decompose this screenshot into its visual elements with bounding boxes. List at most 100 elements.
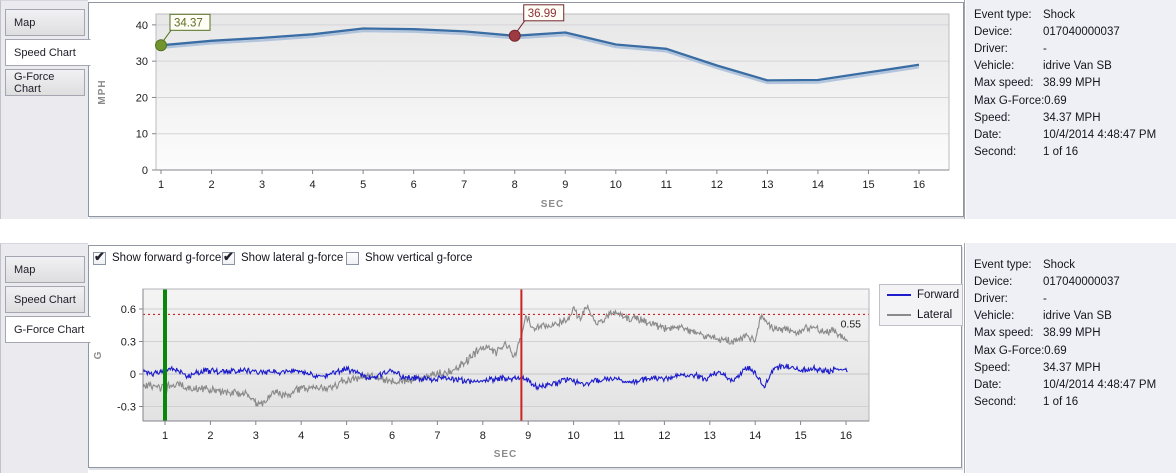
- legend-line-icon: [887, 294, 911, 296]
- svg-text:34.37: 34.37: [174, 17, 203, 29]
- checked-checkbox-icon[interactable]: ✔: [222, 249, 235, 265]
- svg-text:9: 9: [525, 430, 531, 442]
- info-value: 38.99 MPH: [1043, 327, 1101, 340]
- svg-text:14: 14: [749, 430, 761, 442]
- info-row-vehicle: Vehicle: idrive Van SB: [965, 58, 1176, 75]
- speed-panel-tabstrip: Map Speed Chart G-Force Chart: [0, 0, 91, 219]
- speed-chart[interactable]: 0 10 20 30 40 1 2 3 4 5 6 7 8 9 10 11 12 13 14 15 16 MPH SEC 34…: [88, 2, 964, 217]
- info-value: 10/4/2014 4:48:47 PM: [1043, 378, 1157, 391]
- svg-text:20: 20: [136, 92, 148, 104]
- checkbox-label: Show vertical g-force: [365, 252, 473, 264]
- checkbox-show-vertical-g-force[interactable]: Show vertical g-force: [346, 250, 472, 266]
- gforce-legend: Forward Lateral: [879, 284, 963, 326]
- svg-text:2: 2: [208, 179, 214, 191]
- svg-text:0: 0: [142, 165, 148, 177]
- svg-text:1: 1: [158, 179, 164, 191]
- checkbox-show-lateral-g-force[interactable]: ✔ Show lateral g-force: [222, 249, 344, 266]
- event-info-panel: Event type: Shock Device: 017040000037 Drive…: [964, 243, 1176, 473]
- svg-text:16: 16: [913, 179, 925, 191]
- svg-text:7: 7: [461, 179, 467, 191]
- svg-text:0: 0: [130, 369, 136, 381]
- info-value: 10/4/2014 4:48:47 PM: [1043, 128, 1157, 141]
- svg-text:16: 16: [840, 430, 852, 442]
- svg-text:10: 10: [567, 430, 579, 442]
- tab-g-force-chart[interactable]: G-Force Chart: [5, 69, 85, 96]
- checkbox-show-forward-g-force[interactable]: ✔ Show forward g-force: [93, 248, 222, 266]
- info-row-date: Date: 10/4/2014 4:48:47 PM: [965, 126, 1176, 143]
- info-label: Driver:: [974, 292, 1008, 305]
- svg-text:6: 6: [411, 179, 417, 191]
- tab-g-force-chart[interactable]: G-Force Chart: [5, 316, 91, 343]
- unchecked-checkbox-icon[interactable]: [346, 251, 359, 265]
- info-value: Shock: [1043, 258, 1075, 271]
- svg-text:SEC: SEC: [541, 199, 565, 210]
- svg-text:-0.3: -0.3: [117, 401, 136, 413]
- info-value: 38.99 MPH: [1043, 77, 1101, 90]
- svg-text:10: 10: [610, 179, 622, 191]
- legend-item-forward: Forward: [880, 285, 962, 305]
- info-value: idrive Van SB: [1043, 60, 1112, 73]
- info-value: 017040000037: [1043, 275, 1120, 288]
- info-row-date: Date: 10/4/2014 4:48:47 PM: [965, 376, 1176, 393]
- info-label: Driver:: [974, 42, 1008, 55]
- svg-text:13: 13: [704, 430, 716, 442]
- checkbox-label: Show forward g-force: [112, 252, 222, 264]
- svg-text:MPH: MPH: [97, 79, 108, 104]
- info-label: Date:: [974, 378, 1002, 391]
- info-row-second: Second: 1 of 16: [965, 144, 1176, 161]
- info-value: 34.37 MPH: [1043, 361, 1101, 374]
- tab-speed-chart[interactable]: Speed Chart: [5, 286, 85, 313]
- info-label: Event type:: [974, 8, 1032, 21]
- svg-text:SEC: SEC: [494, 449, 518, 460]
- info-row-event-type: Event type: Shock: [965, 256, 1176, 273]
- info-row-speed: Speed: 34.37 MPH: [965, 109, 1176, 126]
- info-row-device: Device: 017040000037: [965, 273, 1176, 290]
- info-label: Device:: [974, 25, 1013, 38]
- checkmark-icon: ✔: [94, 248, 105, 264]
- info-label: Max G-Force:: [974, 344, 1045, 357]
- svg-text:13: 13: [761, 179, 773, 191]
- svg-text:5: 5: [344, 430, 350, 442]
- info-label: Device:: [974, 275, 1013, 288]
- svg-text:0.55: 0.55: [841, 318, 862, 330]
- svg-text:12: 12: [658, 430, 670, 442]
- gforce-chart[interactable]: 0.55 -0.3 0 0.3 0.6 1 2 3 4 5 6 7 8 9 10 11 12 13 14 15 16 G S…: [88, 245, 963, 468]
- info-label: Max speed:: [974, 327, 1034, 340]
- legend-line-icon: [887, 314, 911, 316]
- gforce-chart-svg: 0.55-0.300.30.61 2 3 4 5 6 7 8 9 10 11 12 13 14 15 16GS…: [93, 288, 870, 460]
- svg-text:1: 1: [162, 430, 168, 442]
- svg-text:7: 7: [434, 430, 440, 442]
- legend-label: Forward: [917, 289, 960, 301]
- info-row-max-speed: Max speed: 38.99 MPH: [965, 325, 1176, 342]
- svg-text:0.3: 0.3: [121, 337, 136, 349]
- info-value: 1 of 16: [1043, 396, 1079, 409]
- svg-text:30: 30: [136, 56, 148, 68]
- svg-text:3: 3: [253, 430, 259, 442]
- svg-text:10: 10: [136, 129, 148, 141]
- info-label: Second:: [974, 396, 1017, 409]
- svg-text:9: 9: [562, 179, 568, 191]
- speed-chart-panel: Map Speed Chart G-Force Chart 0 10 20 30 40 1 2 3…: [0, 0, 1176, 219]
- info-value: 34.37 MPH: [1043, 111, 1101, 124]
- info-value: 0.69: [1044, 94, 1067, 107]
- info-row-driver: Driver: -: [965, 290, 1176, 307]
- info-label: Vehicle:: [974, 310, 1015, 323]
- checkbox-label: Show lateral g-force: [241, 252, 344, 264]
- info-value: 1 of 16: [1043, 146, 1079, 159]
- svg-text:4: 4: [310, 179, 316, 191]
- gforce-panel-tabstrip: Map Speed Chart G-Force Chart: [0, 243, 91, 473]
- info-value: -: [1043, 292, 1047, 305]
- svg-text:6: 6: [389, 430, 395, 442]
- svg-text:8: 8: [480, 430, 486, 442]
- tab-map[interactable]: Map: [5, 9, 85, 36]
- info-label: Event type:: [974, 258, 1032, 271]
- tab-map[interactable]: Map: [5, 256, 85, 283]
- info-label: Max G-Force:: [974, 94, 1045, 107]
- tab-speed-chart[interactable]: Speed Chart: [5, 39, 91, 66]
- svg-text:G: G: [93, 351, 104, 360]
- info-value: -: [1043, 42, 1047, 55]
- info-value: 017040000037: [1043, 25, 1120, 38]
- checked-checkbox-icon[interactable]: ✔: [93, 248, 106, 265]
